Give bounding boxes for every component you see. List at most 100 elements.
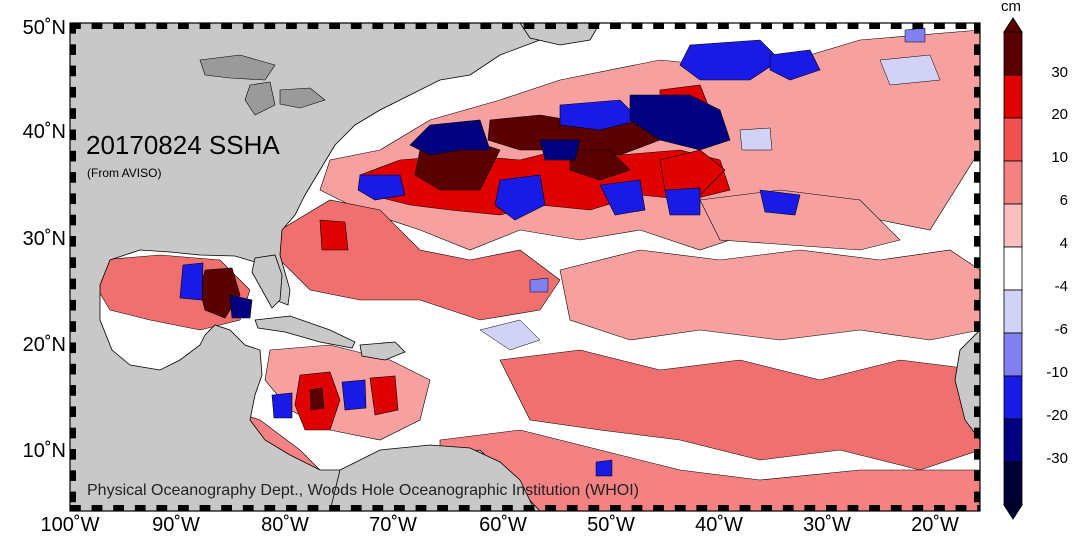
frame-tick-bar [113, 505, 124, 511]
frame-tick-bar [804, 505, 816, 511]
africa-land [954, 329, 980, 441]
colorbar-segment [1003, 74, 1023, 119]
frame-tick-bar [974, 321, 980, 332]
frame-tick-bar [458, 505, 470, 511]
frame-tick-bar [199, 23, 211, 29]
frame-tick-bar [242, 505, 254, 511]
frame-tick-bar [974, 86, 980, 98]
frame-tick-bar [70, 278, 76, 290]
frame-tick-bar [974, 257, 980, 268]
frame-tick-bar [178, 23, 189, 29]
frame-tick-bar [974, 491, 980, 503]
frame-tick-bar [955, 23, 967, 29]
lon-label: 40˚W [695, 514, 743, 536]
frame-tick-bar [70, 342, 76, 354]
colorbar-max-arrow [1003, 17, 1023, 33]
frame-tick-bar [718, 505, 729, 511]
colorbar-tick-label: -6 [1054, 321, 1068, 338]
frame-tick-bar [653, 505, 664, 511]
frame-tick-bar [974, 150, 980, 162]
frame-tick-bar [70, 23, 76, 34]
positive-anomaly-region [699, 189, 901, 251]
map-subtitle: (From AVISO) [87, 166, 162, 180]
frame-tick-bar [566, 505, 578, 511]
frame-tick-bar [242, 23, 254, 29]
weak-negative-anomaly [904, 27, 926, 43]
colorbar-segment [1003, 375, 1023, 420]
lat-label: 20˚N [22, 334, 66, 356]
frame-tick-bar [70, 406, 76, 418]
colorbar-segment [1003, 289, 1023, 334]
frame-tick-bar [674, 505, 686, 511]
strong-negative-eddy [229, 294, 253, 319]
frame-tick-bar [588, 23, 600, 29]
strong-positive-eddy [319, 219, 349, 251]
frame-tick-bar [437, 505, 448, 511]
colorbar-tick-label: -30 [1046, 450, 1068, 467]
frame-tick-bar [70, 449, 76, 460]
frame-tick-bar [372, 505, 384, 511]
colorbar-tick-label: 20 [1051, 106, 1068, 123]
frame-tick-bar [523, 23, 535, 29]
frame-tick-bar [156, 505, 168, 511]
frame-tick-bar [286, 505, 297, 511]
frame-tick-bar [221, 23, 232, 29]
frame-tick-bar [70, 321, 76, 332]
weak-negative-anomaly [739, 127, 773, 151]
weak-negative-anomaly [879, 54, 941, 86]
frame-tick-bar [70, 214, 76, 226]
frame-tick-bar [974, 193, 980, 205]
frame-tick-bar [934, 505, 945, 511]
frame-tick-bar [890, 505, 902, 511]
colorbar [1003, 17, 1023, 520]
strong-positive-eddy [659, 149, 726, 196]
colorbar-tick-label: -20 [1046, 407, 1068, 424]
frame-tick-bar [869, 505, 880, 511]
colorbar-segment [1003, 160, 1023, 205]
frame-tick-bar [912, 23, 924, 29]
newfoundland-land [519, 23, 601, 46]
frame-tick-bar [350, 23, 362, 29]
frame-tick-bar [70, 193, 76, 205]
colorbar-segment [1003, 418, 1023, 463]
frame-tick-bar [974, 23, 980, 34]
strong-negative-eddy [559, 99, 641, 131]
positive-anomaly-region [439, 429, 980, 511]
weak-negative-anomaly [595, 459, 613, 477]
frame-tick-bar [826, 23, 837, 29]
frame-tick-bar [653, 23, 664, 29]
frame-tick-bar [974, 65, 980, 77]
frame-tick-bar [307, 23, 319, 29]
lat-label: 40˚N [22, 121, 66, 143]
great-lakes [199, 54, 326, 116]
colorbar-tick-label: 10 [1051, 149, 1068, 166]
frame-tick-bar [70, 257, 76, 268]
frame-tick-bar [70, 427, 76, 439]
frame-tick-bar [974, 172, 980, 183]
frame-tick-bar [912, 505, 924, 511]
frame-tick-bar [394, 23, 405, 29]
strong-negative-eddy [539, 139, 581, 161]
positive-anomaly-region [499, 349, 980, 471]
frame-tick-bar [974, 278, 980, 290]
frame-tick-bar [70, 150, 76, 162]
colorbar-tick-label: -4 [1054, 278, 1068, 295]
frame-tick-bar [70, 491, 76, 503]
frame-tick-bar [782, 505, 794, 511]
frame-tick-bar [91, 23, 103, 29]
frame-tick-bar [70, 108, 76, 119]
frame-tick-bar [610, 505, 621, 511]
strong-negative-eddy [759, 189, 801, 216]
frame-tick-bar [974, 44, 980, 55]
colorbar-segment [1003, 461, 1023, 506]
florida-peninsula [251, 254, 283, 309]
lon-label: 60˚W [479, 514, 527, 536]
frame-tick-bar [437, 23, 448, 29]
frame-tick-bar [286, 23, 297, 29]
strong-negative-eddy [664, 187, 701, 216]
colorbar-min-arrow [1003, 504, 1023, 520]
frame-tick-bar [70, 470, 76, 481]
frame-ticks [70, 23, 980, 511]
frame-tick-bar [502, 23, 513, 29]
frame-tick-bar [523, 505, 535, 511]
